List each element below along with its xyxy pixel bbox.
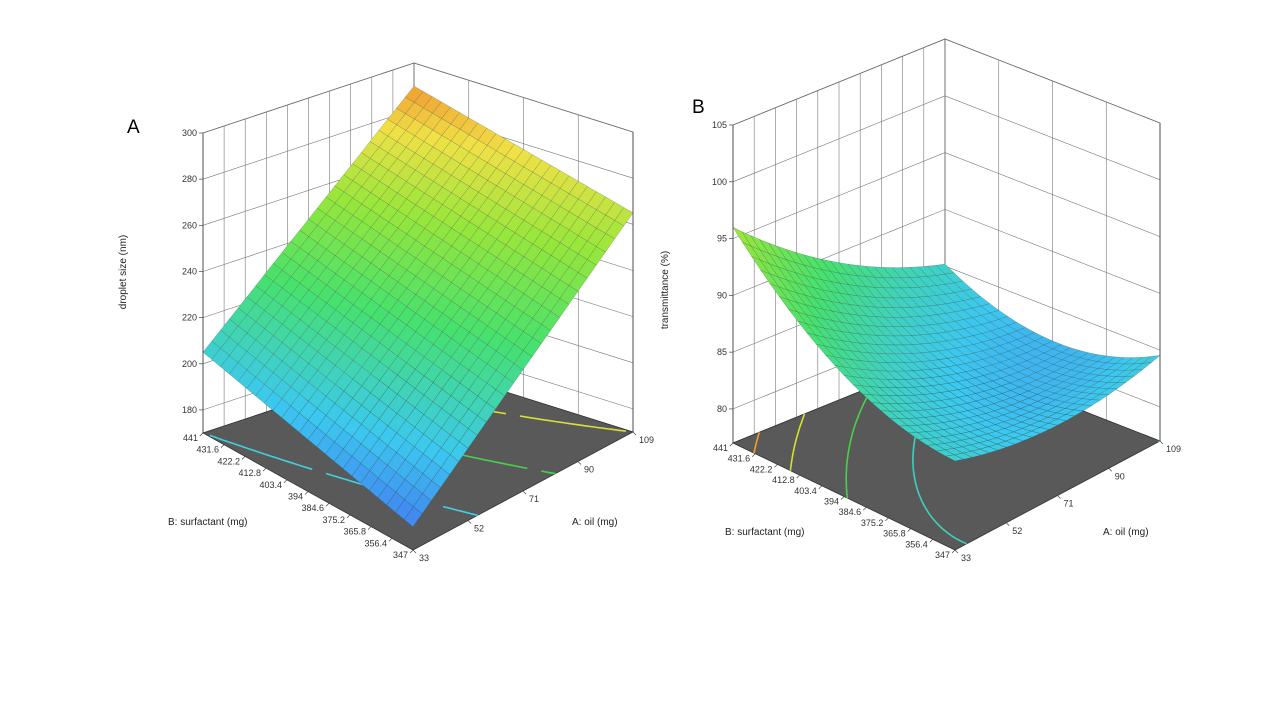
panel-a-y-tick-label: 384.6 xyxy=(301,503,324,513)
panel-a-z-tick-label: 280 xyxy=(182,174,197,184)
panel-b-x-axis-title: A: oil (mg) xyxy=(1103,527,1149,538)
panel-b-y-tick-mark xyxy=(907,528,911,532)
panel-b-surface-plot: B transmittance (%) A: oil (mg) B: surfa… xyxy=(660,38,1181,563)
panel-a-z-tick-label: 240 xyxy=(182,266,197,276)
panel-a-x-tick-mark xyxy=(522,490,527,495)
panel-b-y-tick-label: 375.2 xyxy=(861,518,884,528)
panel-a-x-tick-label: 33 xyxy=(419,553,429,563)
panel-b-y-tick-mark xyxy=(840,496,845,500)
panel-b-x-tick-mark xyxy=(1006,522,1010,526)
panel-b-y-tick-label: 365.8 xyxy=(883,529,906,539)
panel-a-y-tick-mark xyxy=(388,538,393,542)
panel-a-y-tick-label: 441 xyxy=(183,433,198,443)
panel-a-surface-cell xyxy=(404,506,423,528)
panel-a-y-tick-mark xyxy=(241,456,246,460)
panel-b-y-axis-title: B: surfactant (mg) xyxy=(725,527,804,538)
panel-b-floor-contour-2 xyxy=(789,413,806,471)
panel-b-x-tick-mark xyxy=(1159,440,1164,445)
panel-a-x-tick-label: 90 xyxy=(584,465,594,475)
panel-a-y-tick-mark xyxy=(409,549,414,554)
panel-b-y-tick-mark xyxy=(818,485,823,490)
panel-b-x-tick-mark xyxy=(1108,468,1112,472)
panel-b-surface xyxy=(732,226,1161,462)
panel-a-x-tick-mark xyxy=(412,549,417,554)
panel-a-z-axis-title: droplet size (nm) xyxy=(118,235,129,309)
panel-b-y-tick-mark xyxy=(951,549,956,554)
panel-b-y-tick-label: 412.8 xyxy=(772,475,795,485)
panel-b-y-tick-mark xyxy=(751,453,756,457)
panel-b-y-tick-label: 394 xyxy=(824,497,839,507)
panel-a-y-tick-label: 394 xyxy=(288,492,303,502)
panel-b-y-tick-label: 384.6 xyxy=(839,507,862,517)
panel-b-y-tick-mark xyxy=(729,442,734,447)
panel-a-x-tick-mark xyxy=(577,461,582,465)
panel-a-y-tick-label: 375.2 xyxy=(322,515,345,525)
panel-a-y-tick-mark xyxy=(199,432,204,437)
panel-b-z-tick-label: 80 xyxy=(717,404,727,414)
panel-b-y-tick-mark xyxy=(885,517,889,522)
panel-b-y-tick-label: 441 xyxy=(713,443,728,453)
panel-a-y-tick-mark xyxy=(346,514,351,519)
panel-b-floor-contour-1 xyxy=(753,432,761,454)
panel-a-z-tick-label: 220 xyxy=(182,313,197,323)
panel-b-y-tick-mark xyxy=(862,506,867,511)
panel-a-x-tick-mark xyxy=(632,431,637,436)
panel-b-z-tick-label: 100 xyxy=(712,177,727,187)
panel-a-y-tick-label: 365.8 xyxy=(343,527,366,537)
panel-a-surface-plot: A droplet size (nm) A: oil (mg) B: surfa… xyxy=(118,62,654,563)
panel-a-y-tick-mark xyxy=(283,479,288,484)
panel-b-y-tick-label: 431.6 xyxy=(728,454,751,464)
panel-b-y-tick-label: 403.4 xyxy=(794,486,817,496)
panel-a-y-tick-label: 412.8 xyxy=(238,468,261,478)
panel-b-x-tick-label: 109 xyxy=(1166,444,1181,454)
panel-a-y-tick-mark xyxy=(367,526,372,530)
panel-b-x-tick-label: 71 xyxy=(1064,499,1074,509)
panel-a-z-tick-label: 200 xyxy=(182,359,197,369)
panel-a-y-tick-mark xyxy=(304,491,309,495)
panel-b-label: B xyxy=(692,97,705,118)
panel-b-z-axis-title: transmittance (%) xyxy=(660,251,671,329)
panel-a-surface xyxy=(202,85,634,528)
panel-b-y-tick-mark xyxy=(774,464,778,468)
panel-b-y-tick-mark xyxy=(796,474,800,479)
panel-a-y-tick-label: 347 xyxy=(393,550,408,560)
panel-a-y-tick-mark xyxy=(220,444,225,448)
panel-b-x-tick-label: 52 xyxy=(1012,526,1022,536)
panel-a-z-tick-label: 180 xyxy=(182,405,197,415)
panel-a-y-tick-label: 356.4 xyxy=(364,538,387,548)
panel-a-x-tick-mark xyxy=(467,520,472,524)
panel-a-x-tick-label: 71 xyxy=(529,494,539,504)
panel-a-z-tick-label: 260 xyxy=(182,220,197,230)
panel-b-surface-cell xyxy=(945,454,965,462)
panel-b-x-tick-mark xyxy=(1057,495,1061,499)
panel-a-y-axis-title: B: surfactant (mg) xyxy=(168,517,247,528)
panel-b-z-tick-label: 105 xyxy=(712,120,727,130)
panel-b-x-tick-label: 90 xyxy=(1115,471,1125,481)
panel-a-x-tick-label: 109 xyxy=(639,435,654,445)
panel-a-label: A xyxy=(127,117,140,138)
panel-b-z-tick-label: 90 xyxy=(717,290,727,300)
panel-b-x-tick-mark xyxy=(954,549,959,554)
panel-a-y-tick-mark xyxy=(325,502,330,507)
panel-a-y-tick-label: 422.2 xyxy=(217,456,240,466)
panel-b-y-tick-label: 422.2 xyxy=(750,464,773,474)
panel-a-y-tick-mark xyxy=(262,467,267,472)
panel-a-x-axis-title: A: oil (mg) xyxy=(572,517,618,528)
panel-b-z-tick-label: 85 xyxy=(717,347,727,357)
panel-a-y-tick-label: 431.6 xyxy=(196,445,219,455)
panel-b-y-tick-label: 347 xyxy=(935,550,950,560)
panel-b-y-tick-mark xyxy=(929,539,934,543)
panel-a-z-tick-label: 300 xyxy=(182,128,197,138)
panel-a-x-tick-label: 52 xyxy=(474,524,484,534)
panel-a-y-tick-label: 403.4 xyxy=(259,480,282,490)
panel-b-y-tick-label: 356.4 xyxy=(905,539,928,549)
panel-b-z-tick-label: 95 xyxy=(717,234,727,244)
panel-b-x-tick-label: 33 xyxy=(961,553,971,563)
